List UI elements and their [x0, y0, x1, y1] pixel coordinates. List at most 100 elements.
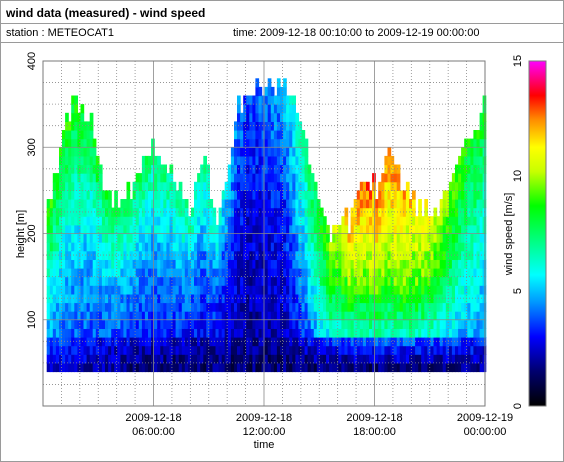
heatmap-cell — [83, 155, 88, 166]
heatmap-cell — [62, 130, 66, 140]
heatmap-cell — [326, 302, 330, 312]
heatmap-cell — [178, 242, 183, 252]
heatmap-cell — [301, 147, 306, 157]
heatmap-cell — [172, 233, 177, 243]
heatmap-cell — [255, 345, 260, 355]
heatmap-cell — [470, 190, 475, 200]
heatmap-cell — [473, 242, 478, 252]
heatmap-cell — [255, 250, 260, 260]
heatmap-cell — [455, 285, 459, 295]
heatmap-cell — [445, 207, 450, 217]
heatmap-cell — [252, 354, 257, 364]
heatmap-cell — [68, 345, 72, 355]
heatmap-cell — [375, 337, 379, 347]
heatmap-cell — [332, 276, 336, 286]
heatmap-cell — [445, 224, 450, 235]
heatmap-cell — [270, 199, 275, 209]
heatmap-cell — [191, 319, 195, 329]
heatmap-cell — [270, 155, 275, 166]
heatmap-cell — [163, 328, 167, 338]
heatmap-cell — [95, 319, 100, 329]
heatmap-cell — [451, 362, 456, 373]
heatmap-cell — [59, 233, 63, 243]
heatmap-cell — [77, 268, 82, 278]
heatmap-cell — [154, 207, 158, 217]
heatmap-cell — [451, 354, 456, 364]
heatmap-cell — [148, 337, 152, 347]
heatmap-cell — [323, 311, 327, 321]
heatmap-cell — [230, 328, 235, 338]
heatmap-cell — [439, 302, 444, 312]
heatmap-cell — [310, 362, 315, 373]
heatmap-cell — [194, 354, 198, 364]
heatmap-cell — [114, 190, 118, 200]
heatmap-cell — [120, 259, 125, 269]
heatmap-cell — [184, 224, 189, 235]
heatmap-cell — [356, 319, 361, 329]
heatmap-cell — [273, 130, 278, 140]
heatmap-cell — [372, 216, 376, 226]
heatmap-cell — [249, 311, 253, 321]
heatmap-cell — [86, 147, 91, 157]
heatmap-cell — [283, 224, 287, 235]
heatmap-cell — [74, 181, 78, 191]
heatmap-cell — [230, 319, 235, 329]
heatmap-cell — [482, 302, 487, 312]
heatmap-cell — [286, 328, 290, 338]
heatmap-cell — [117, 354, 121, 364]
heatmap-cell — [86, 328, 91, 338]
heatmap-cell — [418, 207, 422, 217]
heatmap-cell — [464, 362, 468, 373]
heatmap-cell — [218, 276, 223, 286]
heatmap-cell — [59, 216, 63, 226]
heatmap-cell — [427, 311, 432, 321]
heatmap-cell — [194, 311, 198, 321]
heatmap-cell — [448, 181, 453, 191]
heatmap-cell — [482, 242, 487, 252]
heatmap-cell — [181, 268, 186, 278]
heatmap-cell — [451, 190, 456, 200]
heatmap-cell — [458, 311, 462, 321]
heatmap-cell — [455, 207, 459, 217]
heatmap-cell — [421, 302, 425, 312]
heatmap-cell — [326, 233, 330, 243]
heatmap-cell — [482, 328, 487, 338]
heatmap-cell — [243, 207, 247, 217]
heatmap-cell — [412, 285, 416, 295]
heatmap-cell — [71, 173, 75, 183]
heatmap-cell — [212, 354, 217, 364]
heatmap-cell — [405, 250, 410, 260]
heatmap-cell — [267, 250, 272, 260]
heatmap-cell — [98, 276, 103, 286]
heatmap-cell — [387, 242, 392, 252]
heatmap-cell — [184, 337, 189, 347]
heatmap-cell — [221, 285, 226, 295]
heatmap-cell — [326, 224, 330, 235]
header-divider — [1, 23, 563, 24]
heatmap-cell — [384, 302, 389, 312]
heatmap-cell — [470, 259, 475, 269]
heatmap-cell — [310, 319, 315, 329]
heatmap-cell — [151, 302, 155, 312]
heatmap-cell — [144, 216, 149, 226]
heatmap-cell — [479, 242, 484, 252]
heatmap-cell — [467, 345, 471, 355]
heatmap-cell — [178, 233, 183, 243]
heatmap-cell — [209, 302, 214, 312]
heatmap-cell — [151, 173, 155, 183]
heatmap-cell — [286, 276, 290, 286]
heatmap-cell — [237, 112, 241, 122]
heatmap-cell — [249, 362, 253, 373]
heatmap-cell — [55, 354, 60, 364]
heatmap-cell — [154, 164, 158, 174]
heatmap-cell — [393, 233, 398, 243]
heatmap-cell — [55, 199, 60, 209]
heatmap-cell — [292, 285, 296, 295]
heatmap-cell — [209, 319, 214, 329]
heatmap-cell — [218, 224, 223, 235]
heatmap-cell — [68, 173, 72, 183]
heatmap-cell — [458, 207, 462, 217]
heatmap-cell — [421, 259, 425, 269]
heatmap-cell — [326, 242, 330, 252]
heatmap-cell — [430, 276, 435, 286]
